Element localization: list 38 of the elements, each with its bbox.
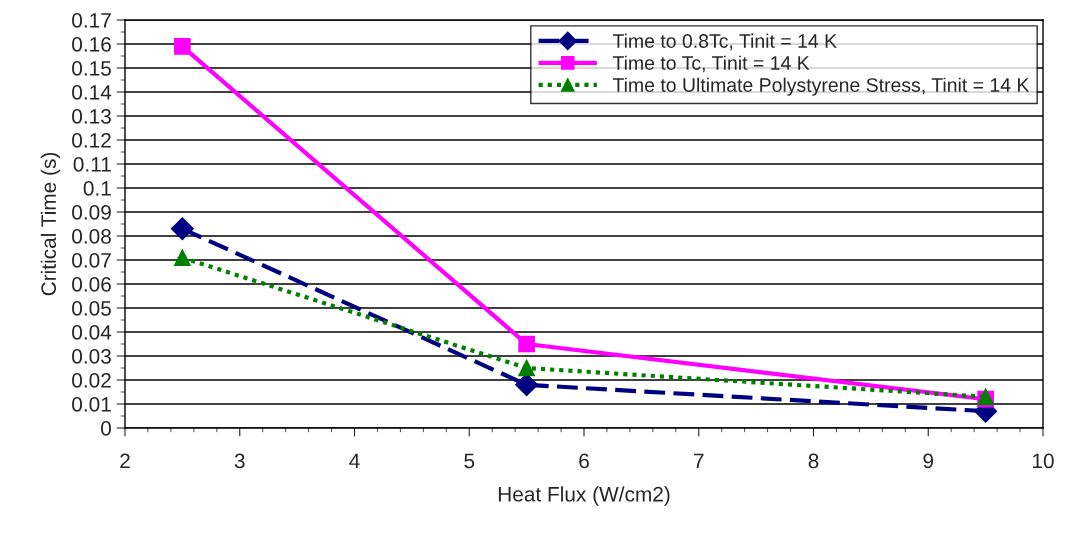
legend-label: Time to Ultimate Polystyrene Stress, Tinit = 14 K: [612, 77, 1030, 96]
y-tick-label: 0.05: [72, 301, 111, 316]
point: [170, 217, 194, 241]
x-axis-title: Heat Flux (W/cm2): [498, 486, 670, 506]
y-tick-label: 0.1: [83, 181, 111, 196]
y-tick-label: 0.17: [72, 13, 111, 28]
y-tick-label: 0.15: [72, 61, 111, 76]
y-tick-label: 0.08: [72, 229, 111, 244]
x-tick-label: 5: [464, 453, 475, 469]
y-tick-label: 0.13: [72, 109, 111, 124]
y-tick-label: 0.01: [72, 397, 111, 412]
y-tick-label: 0.16: [72, 37, 111, 52]
y-tick-label: 0.02: [72, 373, 111, 388]
y-tick-label: 0.04: [72, 325, 112, 340]
y-tick-label: 0.07: [72, 253, 111, 268]
y-tick-label: 0.03: [72, 349, 111, 364]
x-tick-label: 8: [808, 453, 819, 469]
x-tick-label: 7: [694, 453, 704, 469]
x-tick-label: 10: [1033, 453, 1054, 469]
x-tick-label: 2: [120, 453, 130, 469]
y-tick-label: 0: [101, 421, 111, 436]
legend-label: Time to 0.8Tc, Tinit = 14 K: [612, 33, 837, 51]
x-tick-label: 6: [579, 453, 589, 469]
x-tick-label: 4: [349, 453, 360, 469]
y-tick-label: 0.12: [72, 133, 111, 148]
point: [518, 359, 535, 377]
point: [174, 38, 191, 55]
y-tick-label: 0.11: [73, 157, 111, 172]
x-tick-label: 9: [923, 453, 934, 469]
legend-label: Time to Tc, Tinit = 14 K: [612, 55, 810, 73]
point: [518, 335, 535, 353]
point: [174, 249, 191, 266]
y-tick-label: 0.14: [72, 85, 112, 100]
x-tick-label: 3: [234, 453, 245, 469]
y-tick-label: 0.06: [72, 277, 111, 292]
y-tick-label: 0.09: [72, 205, 111, 220]
point: [515, 373, 539, 397]
y-axis-title: Critical Time (s): [40, 152, 61, 296]
